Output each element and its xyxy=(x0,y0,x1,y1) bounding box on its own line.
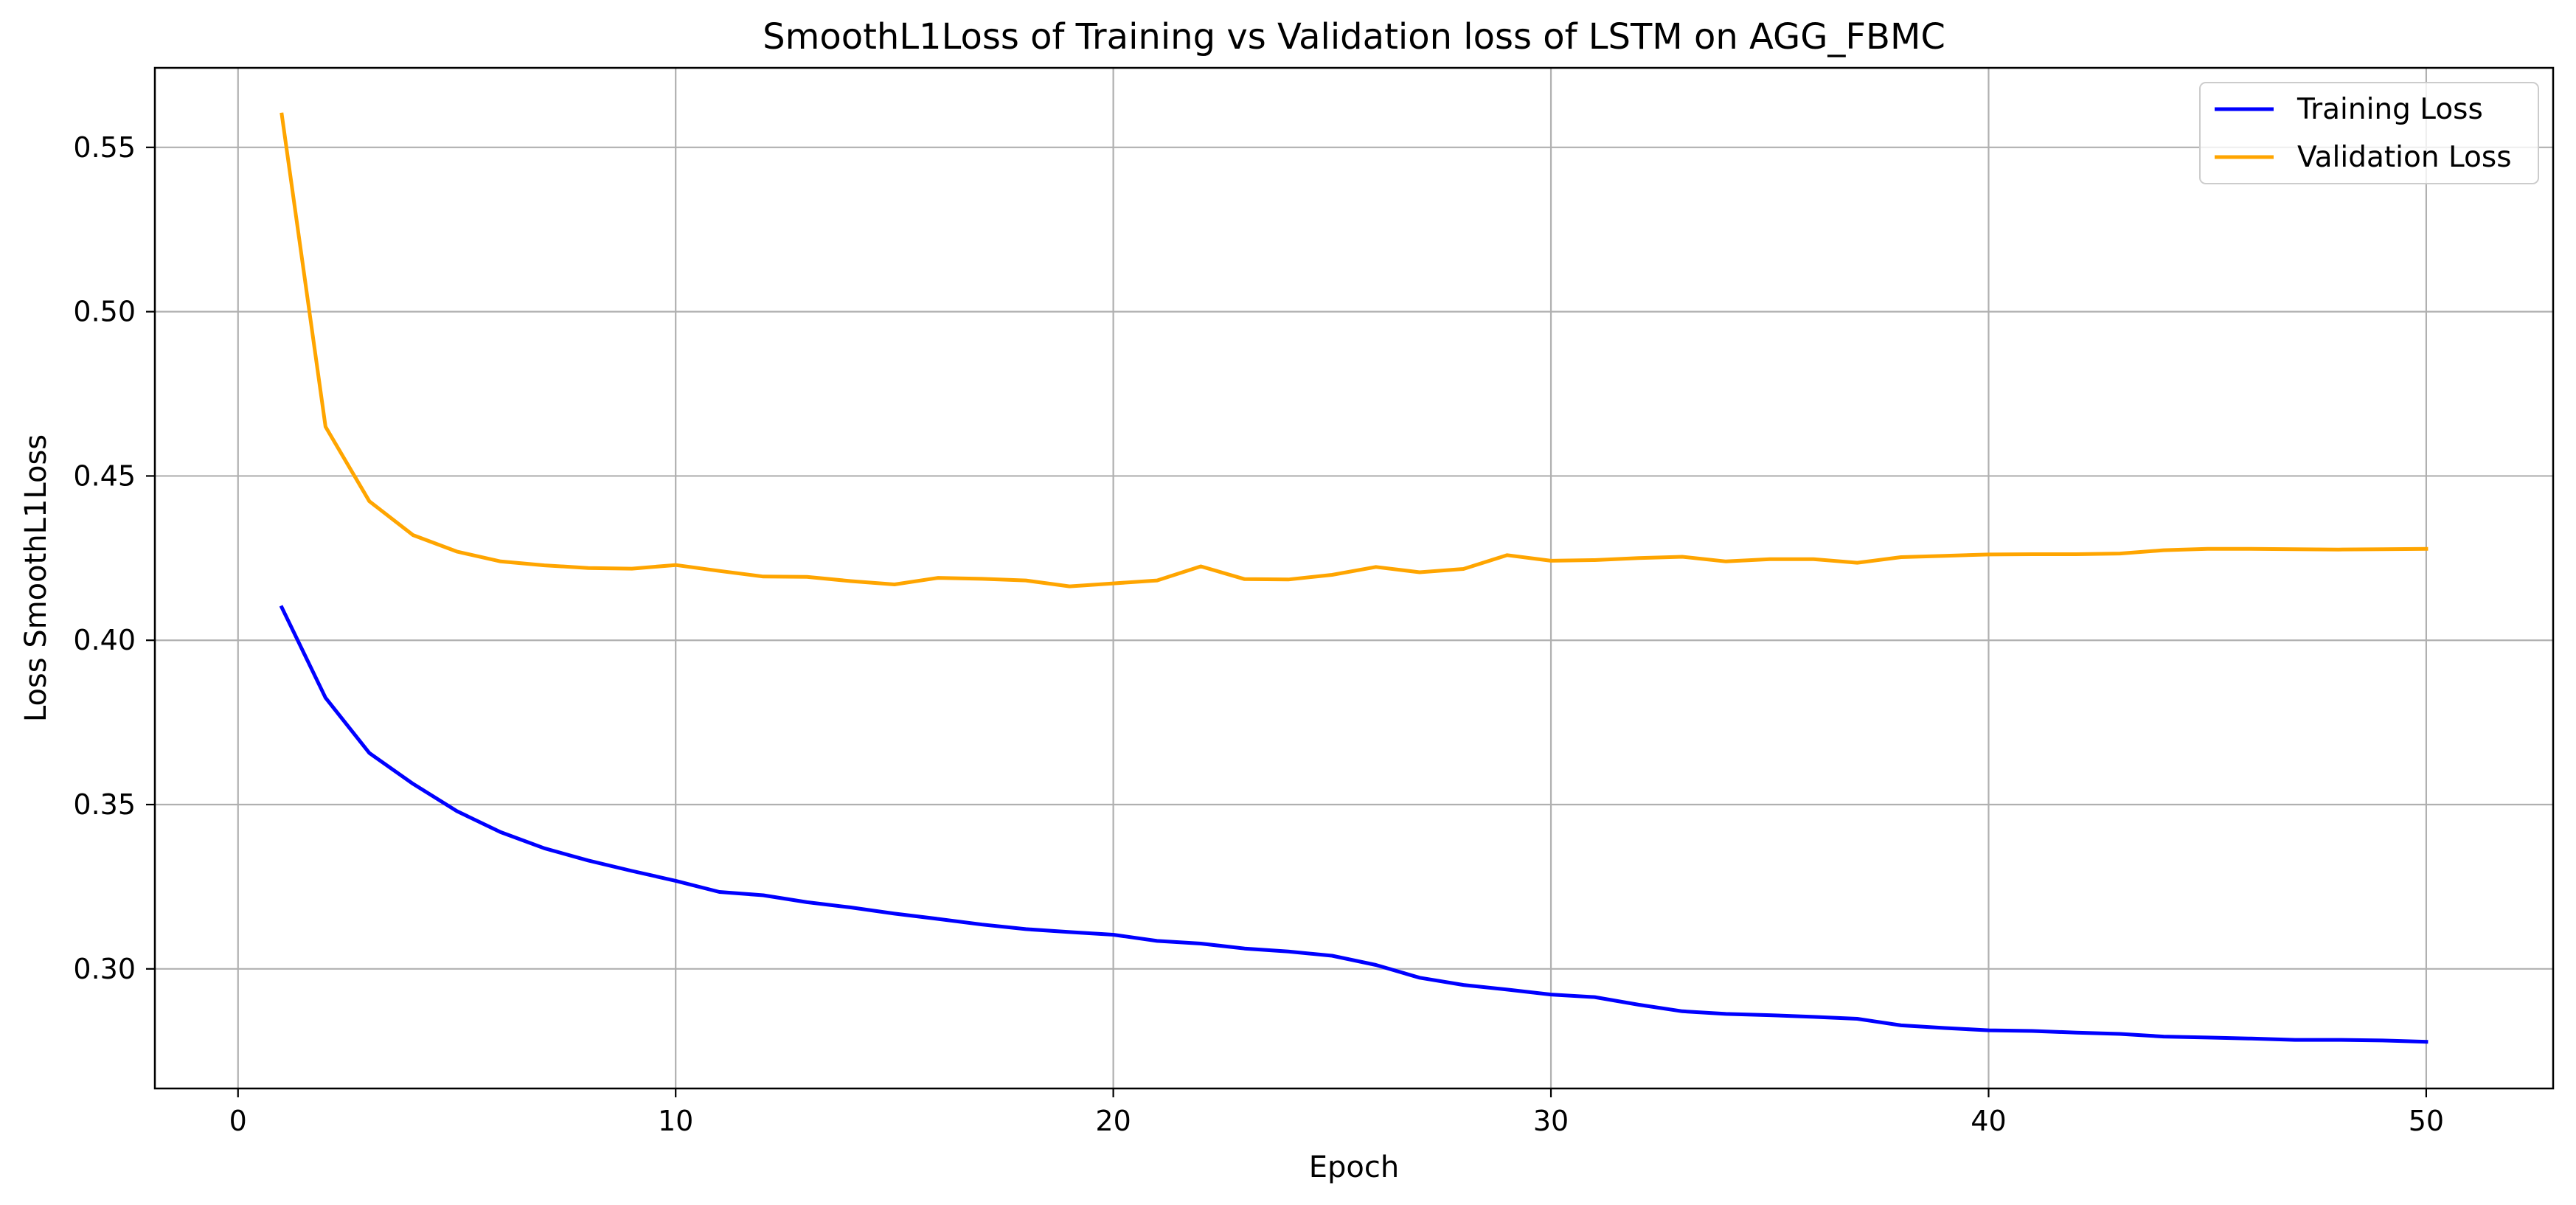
legend-label-validation-loss: Validation Loss xyxy=(2297,141,2512,174)
y-tick-label: 0.35 xyxy=(73,788,136,821)
axis-ticks: 0 10 20 30 40 50 0.30 0.35 0.40 0.45 0.50 0.55 xyxy=(73,131,2444,1137)
x-tick-label: 30 xyxy=(1533,1105,1569,1137)
x-tick-label: 20 xyxy=(1095,1105,1131,1137)
x-tick-label: 50 xyxy=(2409,1105,2444,1137)
y-tick-label: 0.50 xyxy=(73,296,136,328)
series-line-training-loss xyxy=(279,605,2429,1044)
legend: Training Loss Validation Loss xyxy=(2199,82,2539,184)
x-tick-label: 10 xyxy=(658,1105,693,1137)
plot-frame xyxy=(153,66,2555,1090)
series-line-validation-loss xyxy=(280,112,2429,588)
x-tick-label: 40 xyxy=(1971,1105,2006,1137)
y-tick-label: 0.30 xyxy=(73,953,136,985)
y-tick-label: 0.40 xyxy=(73,624,136,656)
y-axis-label: Loss SmoothL1Loss xyxy=(19,434,53,722)
y-tick-label: 0.55 xyxy=(73,131,136,164)
x-axis-label: Epoch xyxy=(1309,1150,1399,1184)
y-tick-label: 0.45 xyxy=(73,459,136,492)
series-lines xyxy=(279,112,2429,1044)
grid-lines xyxy=(155,68,2553,1088)
legend-label-training-loss: Training Loss xyxy=(2296,93,2483,126)
x-tick-label: 0 xyxy=(229,1105,247,1137)
chart-title: SmoothL1Loss of Training vs Validation l… xyxy=(763,16,1945,58)
legend-box xyxy=(2199,82,2539,184)
